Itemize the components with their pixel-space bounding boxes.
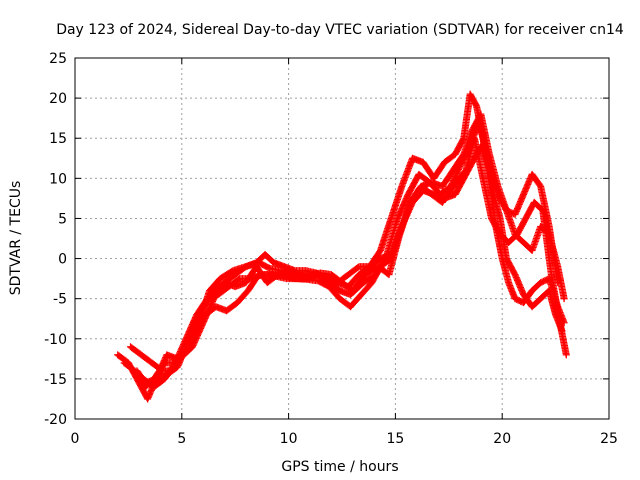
chart-title: Day 123 of 2024, Sidereal Day-to-day VTE… — [56, 22, 624, 38]
y-tick-label: 10 — [49, 171, 67, 187]
x-tick-label: 0 — [71, 431, 80, 447]
plot-frame — [74, 57, 610, 420]
y-axis-label: SDTVAR / TECUs — [8, 181, 24, 296]
data-points — [114, 90, 570, 403]
x-tick-label: 15 — [386, 431, 404, 447]
x-axis-label: GPS time / hours — [281, 459, 398, 475]
y-tick-label: 20 — [49, 91, 67, 107]
y-tick-label: 0 — [58, 252, 67, 268]
x-tick-label: 5 — [177, 431, 186, 447]
x-tick-label: 10 — [280, 431, 298, 447]
y-tick-label: -5 — [53, 292, 67, 308]
data-point — [560, 295, 568, 303]
data-point — [554, 279, 562, 287]
y-tick-label: 15 — [49, 131, 67, 147]
y-tick-label: -15 — [44, 372, 67, 388]
series-track-5 — [139, 142, 562, 391]
y-tick-label: -20 — [44, 412, 67, 428]
data-point — [562, 351, 570, 359]
x-tick-label: 20 — [493, 431, 511, 447]
y-tick-label: 5 — [58, 211, 67, 227]
x-tick-label: 25 — [600, 431, 618, 447]
y-tick-label: -10 — [44, 332, 67, 348]
y-tick-label: 25 — [49, 51, 67, 67]
axis-ticks: 0 5 10 15 20 25 -20 -15 -10 -5 0 5 10 15 20 25 — [44, 51, 618, 447]
